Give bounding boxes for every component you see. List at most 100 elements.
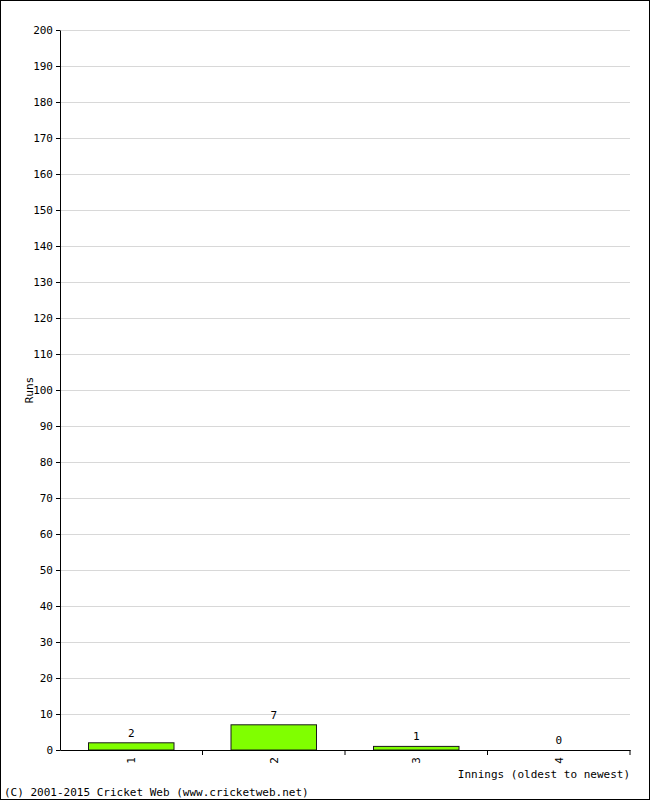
y-tick-label: 50 (40, 564, 53, 577)
x-separator (345, 750, 346, 755)
frame (1, 1, 650, 800)
y-tick-mark (56, 102, 60, 103)
grid-line (60, 678, 630, 679)
y-tick: 80 (40, 456, 60, 469)
x-separator (487, 750, 488, 755)
grid-line (60, 642, 630, 643)
y-tick-label: 0 (46, 744, 53, 757)
y-tick: 60 (40, 528, 60, 541)
grid-line (60, 606, 630, 607)
y-tick-mark (56, 210, 60, 211)
x-tick: 4 (553, 757, 566, 764)
y-axis-line (60, 31, 61, 751)
y-tick: 0 (46, 744, 60, 757)
grid-line (60, 282, 630, 283)
x-separator (630, 750, 631, 755)
y-tick-label: 130 (33, 276, 53, 289)
x-tick: 1 (125, 757, 138, 764)
y-tick: 120 (33, 312, 60, 325)
y-tick-mark (56, 678, 60, 679)
y-tick-label: 120 (33, 312, 53, 325)
y-tick: 150 (33, 204, 60, 217)
y-tick-label: 110 (33, 348, 53, 361)
bar (89, 743, 175, 750)
y-tick-label: 190 (33, 60, 53, 73)
y-axis-title: Runs (23, 377, 36, 404)
y-tick: 100 (33, 384, 60, 397)
y-tick: 20 (40, 672, 60, 685)
x-tick-label: 3 (410, 757, 423, 764)
grid-line (60, 714, 630, 715)
annotation: (C) 2001-2015 Cricket Web (www.cricketwe… (4, 786, 309, 799)
x-tick-label: 1 (125, 757, 138, 764)
y-tick: 110 (33, 348, 60, 361)
y-tick-label: 100 (33, 384, 53, 397)
y-tick: 50 (40, 564, 60, 577)
y-tick-label: 180 (33, 96, 53, 109)
grid-line (60, 102, 630, 103)
y-tick-label: 140 (33, 240, 53, 253)
y-tick: 140 (33, 240, 60, 253)
y-tick-mark (56, 354, 60, 355)
grid-line (60, 174, 630, 175)
y-tick: 170 (33, 132, 60, 145)
y-tick-mark (56, 570, 60, 571)
x-separators (203, 750, 631, 755)
data-label: 7 (270, 709, 277, 722)
y-tick-label: 10 (40, 708, 53, 721)
y-tick: 180 (33, 96, 60, 109)
data-label: 1 (413, 730, 420, 743)
data-label: 2 (128, 727, 135, 740)
grid-line (60, 66, 630, 67)
x-axis: 1 2 3 4 (61, 751, 631, 764)
y-tick-mark (56, 498, 60, 499)
x-axis-title: Innings (oldest to newest) (458, 768, 630, 781)
y-tick-label: 30 (40, 636, 53, 649)
y-tick-mark (56, 318, 60, 319)
y-tick-label: 60 (40, 528, 53, 541)
y-tick: 10 (40, 708, 60, 721)
y-tick: 90 (40, 420, 60, 433)
y-tick-label: 40 (40, 600, 53, 613)
y-tick-label: 160 (33, 168, 53, 181)
y-tick-mark (56, 534, 60, 535)
x-tick-label: 4 (553, 757, 566, 764)
y-axis: 0 10 20 30 40 50 60 70 80 90 100 110 120 130 140 150 160… (33, 24, 60, 757)
y-tick-mark (56, 750, 60, 751)
y-tick: 160 (33, 168, 60, 181)
y-tick-label: 80 (40, 456, 53, 469)
y-tick-label: 200 (33, 24, 53, 37)
grid-line (60, 534, 630, 535)
y-tick-mark (56, 138, 60, 139)
y-tick-label: 150 (33, 204, 53, 217)
y-tick-label: 20 (40, 672, 53, 685)
y-tick-mark (56, 246, 60, 247)
grid-line (60, 462, 630, 463)
x-tick: 2 (268, 757, 281, 764)
y-tick: 200 (33, 24, 60, 37)
y-tick: 130 (33, 276, 60, 289)
y-tick-mark (56, 462, 60, 463)
y-tick-mark (56, 30, 60, 31)
y-tick-mark (56, 174, 60, 175)
grid-line (60, 210, 630, 211)
grid-line (60, 390, 630, 391)
grid-line (60, 570, 630, 571)
grid-line (60, 138, 630, 139)
bar (516, 750, 602, 751)
y-tick-label: 70 (40, 492, 53, 505)
bar (231, 725, 317, 750)
y-tick-mark (56, 606, 60, 607)
y-tick-mark (56, 66, 60, 67)
x-separator (202, 750, 203, 755)
y-tick-mark (56, 714, 60, 715)
y-tick: 190 (33, 60, 60, 73)
y-tick: 40 (40, 600, 60, 613)
grid-line (60, 354, 630, 355)
grid-line (60, 30, 630, 31)
x-tick: 3 (410, 757, 423, 764)
grid (60, 31, 630, 751)
x-tick-label: 2 (268, 757, 281, 764)
y-tick: 30 (40, 636, 60, 649)
grid-line (60, 318, 630, 319)
